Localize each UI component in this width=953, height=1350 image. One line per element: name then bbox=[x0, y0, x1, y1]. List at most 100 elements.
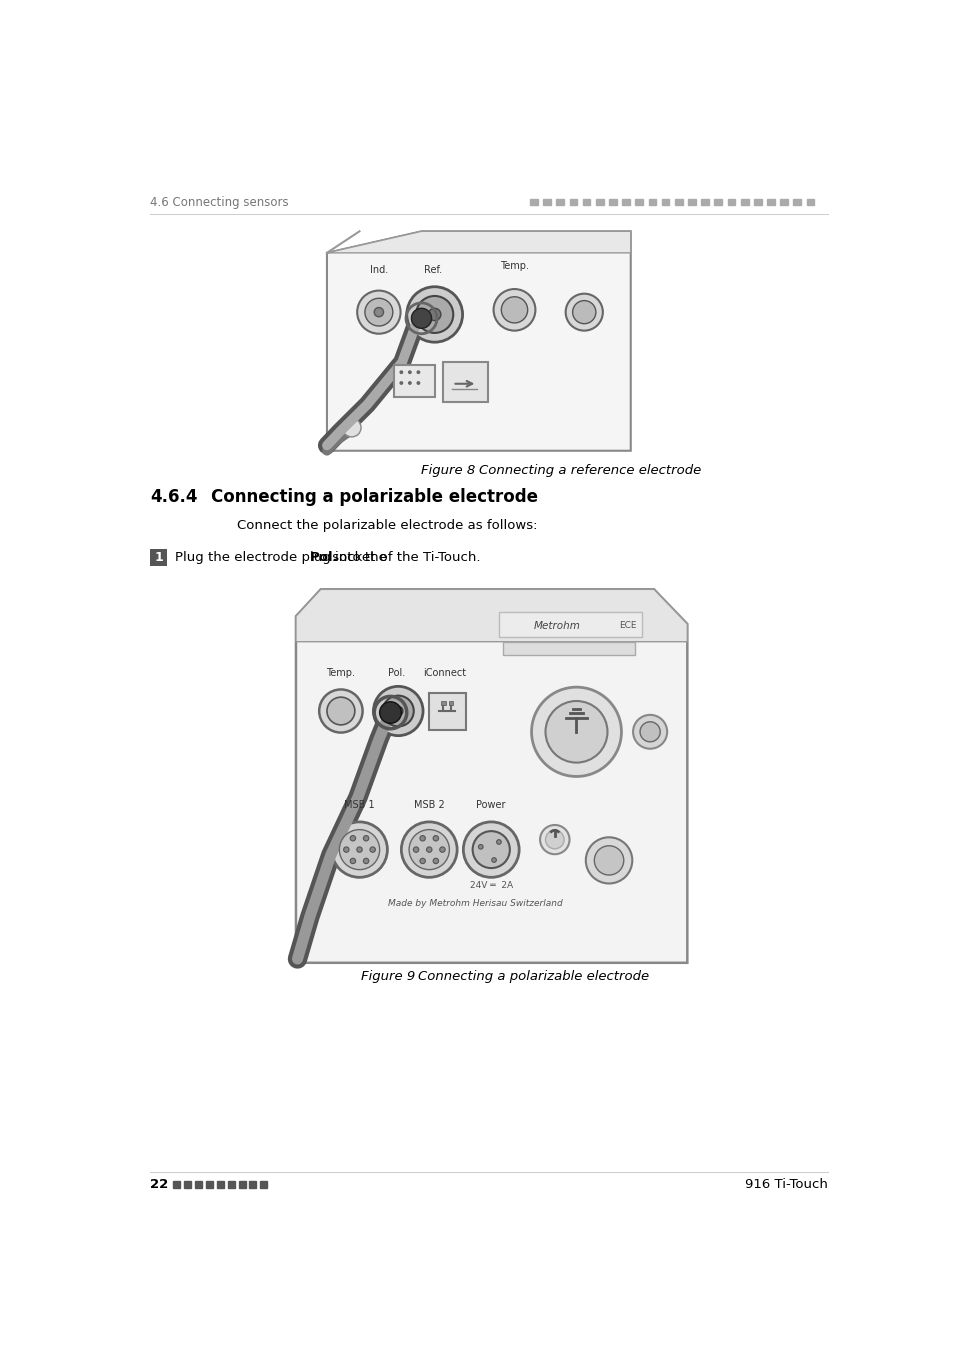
Text: Temp.: Temp. bbox=[499, 261, 529, 271]
Text: Plug the electrode plug into the: Plug the electrode plug into the bbox=[174, 551, 391, 564]
Text: iConnect: iConnect bbox=[423, 667, 466, 678]
Bar bbox=[216, 1181, 224, 1188]
Circle shape bbox=[394, 706, 402, 716]
Text: Connecting a reference electrode: Connecting a reference electrode bbox=[461, 463, 700, 477]
Bar bbox=[556, 198, 563, 205]
Bar bbox=[569, 198, 577, 205]
Circle shape bbox=[639, 722, 659, 741]
Bar bbox=[238, 1181, 245, 1188]
Bar bbox=[195, 1181, 202, 1188]
Bar bbox=[596, 198, 603, 205]
Circle shape bbox=[491, 857, 496, 863]
Circle shape bbox=[439, 846, 445, 852]
Circle shape bbox=[343, 846, 349, 852]
Circle shape bbox=[408, 370, 412, 374]
Circle shape bbox=[342, 418, 360, 437]
Circle shape bbox=[497, 840, 500, 844]
Circle shape bbox=[365, 298, 393, 325]
Circle shape bbox=[363, 859, 369, 864]
Circle shape bbox=[408, 381, 412, 385]
Bar bbox=[206, 1181, 213, 1188]
Text: Made by Metrohm Herisau Switzerland: Made by Metrohm Herisau Switzerland bbox=[388, 899, 562, 909]
Circle shape bbox=[572, 301, 596, 324]
Circle shape bbox=[374, 308, 383, 317]
Text: Temp.: Temp. bbox=[326, 667, 355, 678]
Bar bbox=[608, 198, 617, 205]
Text: socket of the Ti-Touch.: socket of the Ti-Touch. bbox=[328, 551, 480, 564]
Bar bbox=[498, 613, 641, 637]
Text: Ref.: Ref. bbox=[424, 265, 442, 275]
Bar bbox=[582, 198, 590, 205]
Circle shape bbox=[370, 846, 375, 852]
Circle shape bbox=[411, 308, 431, 328]
Bar bbox=[228, 1181, 234, 1188]
Circle shape bbox=[419, 859, 425, 864]
Text: 4.6 Connecting sensors: 4.6 Connecting sensors bbox=[150, 196, 289, 208]
Circle shape bbox=[327, 697, 355, 725]
Bar bbox=[530, 198, 537, 205]
Text: 24V ═  2A: 24V ═ 2A bbox=[469, 882, 513, 890]
Bar bbox=[648, 198, 656, 205]
Bar bbox=[727, 198, 735, 205]
Text: Figure 9: Figure 9 bbox=[360, 971, 415, 983]
Text: 22: 22 bbox=[150, 1179, 169, 1191]
Circle shape bbox=[379, 702, 401, 724]
Text: Connecting a polarizable electrode: Connecting a polarizable electrode bbox=[401, 971, 649, 983]
Circle shape bbox=[426, 846, 432, 852]
Bar bbox=[700, 198, 708, 205]
Circle shape bbox=[409, 830, 449, 869]
Circle shape bbox=[373, 686, 422, 736]
Circle shape bbox=[463, 822, 518, 878]
Bar bbox=[674, 198, 682, 205]
Text: MSB 1: MSB 1 bbox=[344, 801, 375, 810]
Text: Pol.: Pol. bbox=[309, 551, 337, 564]
Text: Connecting a polarizable electrode: Connecting a polarizable electrode bbox=[211, 487, 537, 506]
Circle shape bbox=[413, 846, 418, 852]
Text: 916 Ti-Touch: 916 Ti-Touch bbox=[744, 1179, 827, 1191]
Polygon shape bbox=[327, 231, 630, 252]
Circle shape bbox=[356, 846, 362, 852]
Bar bbox=[621, 198, 629, 205]
Circle shape bbox=[382, 695, 414, 726]
Circle shape bbox=[478, 845, 482, 849]
Circle shape bbox=[433, 859, 438, 864]
Circle shape bbox=[419, 836, 425, 841]
Text: MSB 2: MSB 2 bbox=[414, 801, 444, 810]
Bar bbox=[687, 198, 695, 205]
Circle shape bbox=[472, 832, 509, 868]
Text: 1: 1 bbox=[154, 551, 163, 564]
Circle shape bbox=[416, 296, 453, 333]
Polygon shape bbox=[295, 590, 686, 641]
Bar bbox=[440, 701, 445, 705]
Bar bbox=[780, 198, 787, 205]
Bar bbox=[443, 362, 488, 402]
Circle shape bbox=[539, 825, 569, 855]
Polygon shape bbox=[327, 231, 630, 451]
Circle shape bbox=[428, 308, 440, 320]
Circle shape bbox=[319, 690, 362, 733]
Text: 4.6.4: 4.6.4 bbox=[150, 487, 197, 506]
Text: Pol.: Pol. bbox=[388, 667, 405, 678]
Text: Ind.: Ind. bbox=[370, 265, 388, 275]
Circle shape bbox=[531, 687, 620, 776]
Circle shape bbox=[339, 830, 379, 869]
Bar bbox=[429, 694, 466, 730]
Circle shape bbox=[350, 859, 355, 864]
Bar bbox=[661, 198, 669, 205]
Bar bbox=[184, 1181, 192, 1188]
Bar bbox=[260, 1181, 267, 1188]
Text: Connect the polarizable electrode as follows:: Connect the polarizable electrode as fol… bbox=[236, 518, 537, 532]
Circle shape bbox=[401, 822, 456, 878]
Circle shape bbox=[416, 370, 420, 374]
Circle shape bbox=[332, 822, 387, 878]
Circle shape bbox=[545, 701, 607, 763]
Polygon shape bbox=[295, 590, 686, 963]
Bar bbox=[635, 198, 642, 205]
Circle shape bbox=[585, 837, 632, 883]
Bar bbox=[249, 1181, 256, 1188]
Text: Power: Power bbox=[476, 801, 505, 810]
Bar bbox=[502, 643, 634, 655]
Bar bbox=[150, 549, 167, 566]
Circle shape bbox=[633, 716, 666, 749]
Text: Metrohm: Metrohm bbox=[534, 621, 580, 630]
